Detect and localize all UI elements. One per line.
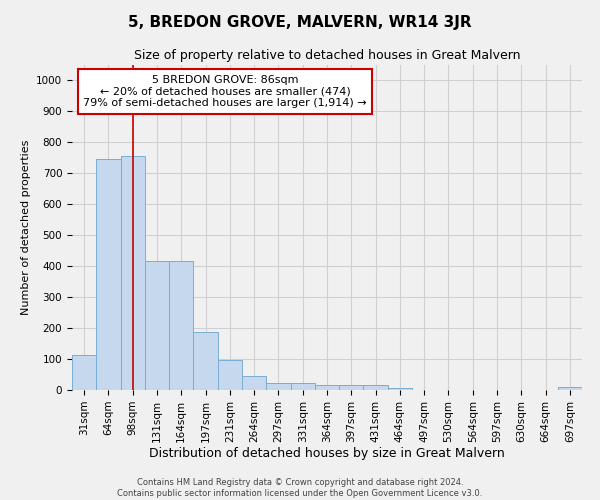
Bar (218, 360, 242, 390)
Bar (388, 388, 412, 390)
Text: 5 BREDON GROVE: 86sqm
← 20% of detached houses are smaller (474)
79% of semi-det: 5 BREDON GROVE: 86sqm ← 20% of detached … (83, 74, 367, 108)
Bar (242, 376, 266, 390)
Bar (72, 355, 96, 390)
Bar (169, 260, 193, 390)
Text: Contains HM Land Registry data © Crown copyright and database right 2024.
Contai: Contains HM Land Registry data © Crown c… (118, 478, 482, 498)
Text: 5, BREDON GROVE, MALVERN, WR14 3JR: 5, BREDON GROVE, MALVERN, WR14 3JR (128, 15, 472, 30)
Bar (364, 386, 388, 390)
Bar (145, 260, 169, 390)
Bar (96, 160, 121, 390)
Bar (558, 387, 582, 390)
Y-axis label: Number of detached properties: Number of detached properties (20, 140, 31, 315)
Bar (121, 156, 145, 390)
Bar (193, 332, 218, 390)
Bar (315, 384, 339, 390)
Bar (266, 383, 290, 390)
Bar (290, 383, 315, 390)
X-axis label: Distribution of detached houses by size in Great Malvern: Distribution of detached houses by size … (149, 448, 505, 460)
Bar (339, 386, 364, 390)
Title: Size of property relative to detached houses in Great Malvern: Size of property relative to detached ho… (134, 50, 520, 62)
